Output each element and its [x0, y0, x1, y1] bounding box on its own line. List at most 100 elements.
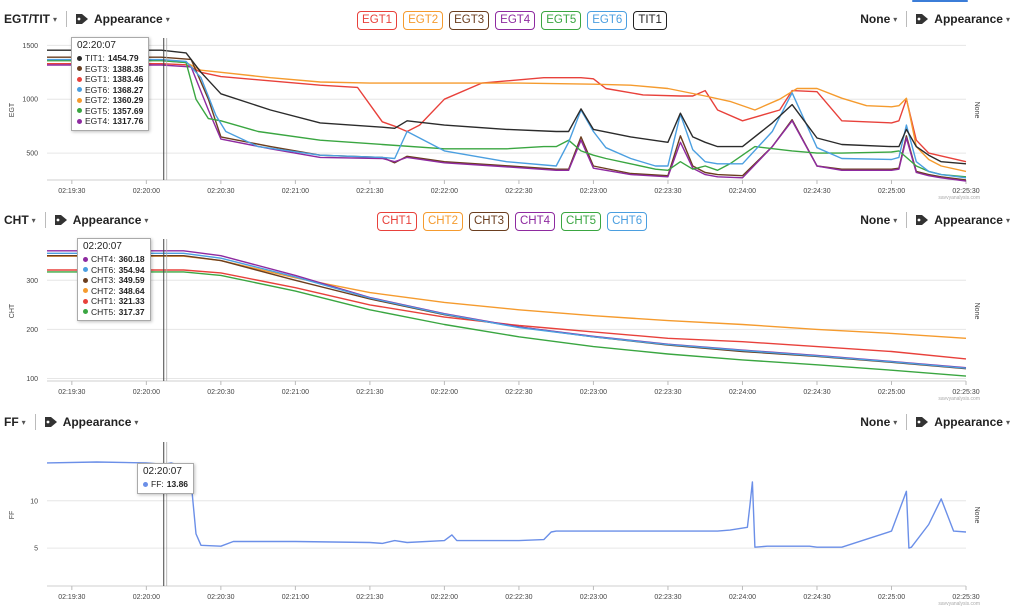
ff-right-appearance-menu[interactable]: Appearance ▾ — [916, 415, 1010, 429]
cht-right-appearance-menu[interactable]: Appearance ▾ — [916, 213, 1010, 227]
tooltip-value: 354.94 — [118, 264, 145, 275]
legend-chip-tit1[interactable]: TIT1 — [633, 11, 667, 30]
legend-chip-cht3[interactable]: CHT3 — [468, 212, 509, 231]
y-tick-label: 5 — [34, 546, 38, 553]
cht-appearance-menu[interactable]: Appearance ▾ — [54, 213, 148, 227]
y-tick-label: 100 — [26, 376, 38, 383]
legend-chip-egt1[interactable]: EGT1 — [357, 11, 398, 30]
legend-chip-egt5[interactable]: EGT5 — [541, 11, 582, 30]
credit-text: savvyanalysis.com — [938, 601, 980, 607]
series-dot-icon — [83, 288, 88, 294]
x-tick-label: 02:22:00 — [431, 594, 458, 601]
x-tick-label: 02:25:30 — [952, 188, 979, 195]
tooltip-colon: : — [113, 306, 116, 317]
x-tick-label: 02:23:00 — [580, 389, 607, 396]
chevron-down-icon: ▾ — [21, 417, 26, 427]
x-tick-label: 02:20:00 — [133, 389, 160, 396]
legend-chip-cht6[interactable]: CHT6 — [607, 212, 648, 231]
ff-right-axis-label: None — [860, 415, 891, 429]
y2-axis-label: None — [973, 102, 980, 119]
cht-right-axis-menu[interactable]: None ▾ — [860, 213, 897, 227]
x-tick-label: 02:19:30 — [58, 389, 85, 396]
top-edge-indicator — [912, 0, 968, 2]
series-dot-icon — [83, 277, 88, 283]
tooltip-colon: : — [107, 105, 110, 116]
tooltip-row-egt6: EGT6:1368.27 — [77, 85, 143, 96]
x-tick-label: 02:24:30 — [803, 389, 830, 396]
tooltip-row-egt4: EGT4:1317.76 — [77, 116, 143, 127]
legend-chip-egt4[interactable]: EGT4 — [495, 11, 536, 30]
egt-chart[interactable]: 500 1000 1500 02:19:30 02:20:00 02:20:30 02:21… — [0, 36, 1024, 204]
tooltip-colon: : — [161, 479, 164, 489]
tooltip-series-name: EGT3 — [85, 63, 108, 74]
chevron-down-icon: ▾ — [893, 14, 898, 24]
tooltip-value: 349.59 — [118, 275, 145, 285]
tag-icon — [916, 417, 929, 427]
y-axis-label: EGT — [9, 102, 16, 117]
chevron-down-icon: ▾ — [1005, 215, 1010, 225]
divider — [906, 11, 908, 27]
y-tick-label: 300 — [26, 278, 38, 285]
tooltip-value: 1360.29 — [112, 95, 144, 105]
x-tick-label: 02:20:00 — [133, 188, 160, 195]
x-tick-label: 02:24:00 — [729, 188, 756, 195]
divider — [44, 212, 46, 228]
ff-chart[interactable]: 5 10 02:19:30 02:20:00 02:20:30 02:21:00 02:21… — [0, 440, 1024, 610]
ff-panel-header: FF ▾ Appearance ▾ None ▾ Appearance ▾ — [0, 407, 1024, 435]
series-line-ff — [46, 461, 967, 549]
legend-chip-cht1[interactable]: CHT1 — [376, 212, 417, 231]
ff-tooltip: 02:20:07 FF:13.86 — [137, 463, 195, 494]
ff-right-axis-menu[interactable]: None ▾ — [860, 415, 897, 429]
cht-menu[interactable]: CHT ▾ — [4, 213, 36, 227]
series-line-cht6 — [47, 252, 967, 369]
y-tick-label: 1500 — [22, 43, 38, 50]
tooltip-colon: : — [113, 264, 116, 275]
egt-legend: EGT1 EGT2 EGT3 EGT4 EGT5 EGT6 TIT1 — [0, 11, 1024, 30]
series-dot-icon — [77, 118, 82, 124]
tooltip-value: 360.18 — [118, 254, 145, 264]
egt-tit-menu[interactable]: EGT/TIT ▾ — [4, 12, 57, 26]
cht-chart[interactable]: 100 200 300 02:19:30 02:20:00 02:20:30 02:21:0… — [0, 237, 1024, 405]
series-dot-icon — [77, 108, 82, 114]
tooltip-colon: : — [113, 275, 116, 285]
x-tick-label: 02:24:00 — [729, 389, 756, 396]
x-tick-label: 02:25:00 — [878, 594, 905, 601]
tooltip-value: 1317.76 — [112, 116, 144, 126]
x-tick-label: 02:23:00 — [580, 594, 607, 601]
tooltip-value: 1383.46 — [112, 74, 144, 84]
series-dot-icon — [77, 55, 82, 61]
cht-legend: CHT1 CHT2 CHT3 CHT4 CHT5 CHT6 — [0, 212, 1024, 231]
x-tick-label: 02:23:30 — [654, 594, 681, 601]
tooltip-colon: : — [113, 296, 116, 306]
divider — [66, 11, 68, 27]
tooltip-row-tit1: TIT1:1454.79 — [77, 53, 143, 64]
tooltip-series-name: CHT3 — [91, 275, 114, 285]
tooltip-row-egt5: EGT5:1357.69 — [77, 106, 143, 117]
chevron-down-icon: ▾ — [1005, 14, 1010, 24]
legend-chip-egt6[interactable]: EGT6 — [587, 11, 628, 30]
cht-right-axis-label: None — [860, 213, 891, 227]
legend-chip-cht4[interactable]: CHT4 — [515, 212, 556, 231]
legend-chip-cht5[interactable]: CHT5 — [561, 212, 602, 231]
ff-appearance-menu[interactable]: Appearance ▾ — [44, 415, 138, 429]
egt-right-appearance-menu[interactable]: Appearance ▾ — [916, 12, 1010, 26]
legend-chip-egt2[interactable]: EGT2 — [403, 11, 444, 30]
y-tick-label: 10 — [30, 498, 38, 505]
x-tick-label: 02:20:30 — [207, 188, 234, 195]
legend-chip-egt3[interactable]: EGT3 — [449, 11, 490, 30]
x-tick-label: 02:22:00 — [431, 389, 458, 396]
tag-icon — [44, 417, 57, 427]
egt-appearance-menu[interactable]: Appearance ▾ — [76, 12, 170, 26]
ff-menu[interactable]: FF ▾ — [4, 415, 26, 429]
series-dot-icon — [83, 256, 88, 262]
divider — [906, 414, 908, 430]
tooltip-time: 02:20:07 — [83, 241, 122, 252]
egt-right-axis-menu[interactable]: None ▾ — [860, 12, 897, 26]
legend-chip-cht2[interactable]: CHT2 — [422, 212, 463, 231]
y2-axis-label: None — [973, 303, 980, 320]
series-line-egt1 — [47, 63, 967, 163]
series-line-tit1 — [47, 49, 967, 165]
chevron-down-icon: ▾ — [1005, 417, 1010, 427]
tooltip-row-cht2: CHT2:348.64 — [83, 286, 145, 297]
x-tick-label: 02:23:30 — [654, 389, 681, 396]
